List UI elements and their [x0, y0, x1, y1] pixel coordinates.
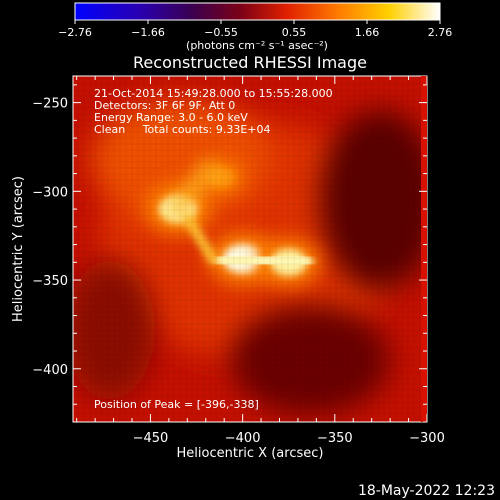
x-tick-label: −400	[225, 431, 261, 446]
colorbar-tick-label: 0.55	[282, 26, 307, 39]
x-axis: −450 −400 −350 −300	[76, 76, 445, 446]
annotation-detectors: Detectors: 3F 6F 9F, Att 0	[94, 99, 235, 112]
colorbar-tick-label: −1.66	[131, 26, 165, 39]
y-axis-label: Heliocentric Y (arcsec)	[11, 176, 26, 322]
annotation-energy: Energy Range: 3.0 - 6.0 keV	[94, 111, 248, 124]
colorbar-tick-label: 1.66	[355, 26, 380, 39]
colorbar-unit-label: (photons cm⁻² s⁻¹ asec⁻²)	[186, 39, 328, 52]
colorbar-tick-label: −0.55	[204, 26, 238, 39]
y-tick-label: −250	[32, 97, 68, 112]
footer-timestamp: 18-May-2022 12:23	[358, 483, 495, 499]
right-edge-strip	[421, 76, 427, 422]
colorbar-gradient	[74, 2, 441, 21]
x-tick-label: −300	[409, 431, 445, 446]
colorbar-tick-label: 2.76	[428, 26, 453, 39]
y-tick-label: −400	[32, 363, 68, 378]
plot-title: Reconstructed RHESSI Image	[133, 53, 367, 72]
colorbar-ticks: −2.76 −1.66 −0.55 0.55 1.66 2.76	[58, 20, 452, 39]
colorbar: −2.76 −1.66 −0.55 0.55 1.66 2.76 (photons cm⁻…	[58, 2, 452, 52]
x-tick-label: −450	[133, 431, 169, 446]
annotations: 21-Oct-2014 15:49:28.000 to 15:55:28.000…	[94, 87, 333, 411]
colorbar-tick-label: −2.76	[58, 26, 92, 39]
x-axis-label: Heliocentric X (arcsec)	[177, 446, 324, 461]
heatmap-area	[73, 76, 427, 422]
y-tick-label: −350	[32, 274, 68, 289]
y-tick-label: −300	[32, 185, 68, 200]
annotation-clean: Clean Total counts: 9.33E+04	[94, 123, 271, 136]
y-axis: −250 −300 −350 −400	[32, 84, 427, 423]
x-tick-label: −350	[317, 431, 353, 446]
annotation-peak: Position of Peak = [-396,-338]	[94, 398, 259, 411]
annotation-time: 21-Oct-2014 15:49:28.000 to 15:55:28.000	[94, 87, 333, 100]
pixel-grid	[73, 76, 427, 422]
